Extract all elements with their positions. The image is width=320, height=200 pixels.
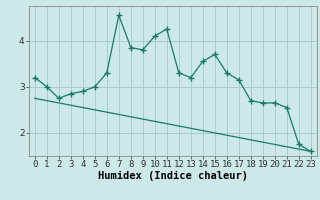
X-axis label: Humidex (Indice chaleur): Humidex (Indice chaleur) (98, 171, 248, 181)
